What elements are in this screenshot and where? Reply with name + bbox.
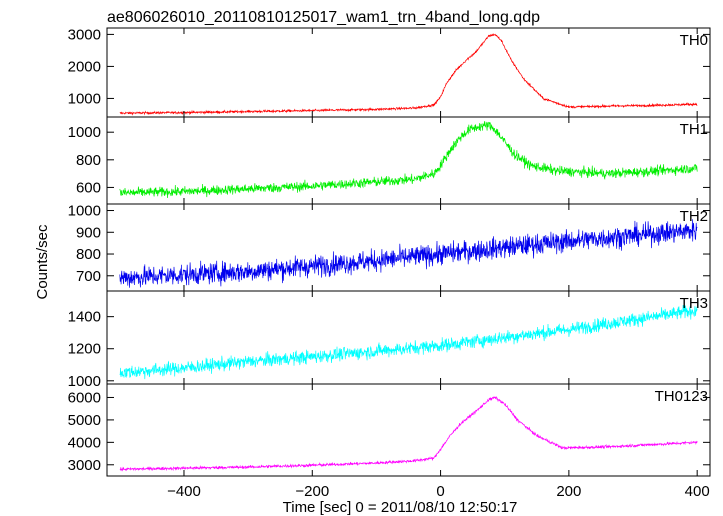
x-tick-label: 400 [685, 483, 710, 500]
y-tick-label: 1200 [68, 341, 101, 358]
x-tick-label: −200 [295, 483, 329, 500]
panel-th3: 1000 1200 1400 TH3 [68, 290, 711, 390]
y-tick-label: 1400 [68, 309, 101, 326]
series-line-th0123 [119, 396, 698, 472]
series-label-th2: TH2 [680, 208, 708, 225]
y-tick-label: 5000 [68, 412, 101, 429]
panel-th0123: 3000 4000 5000 6000 TH0123 [68, 383, 711, 477]
y-tick-label: 600 [76, 179, 101, 196]
x-tick-label: 200 [556, 483, 581, 500]
y-tick-label: 4000 [68, 434, 101, 451]
series-line-th2 [119, 219, 698, 288]
y-tick-label: 1000 [68, 203, 101, 220]
x-tick-label: 0 [436, 483, 444, 500]
y-tick-label: 3000 [68, 26, 101, 43]
y-tick-label: 1000 [68, 90, 101, 107]
y-tick-label: 1000 [68, 373, 101, 390]
x-tick-label: −400 [167, 483, 201, 500]
series-line-th3 [119, 304, 698, 380]
y-tick-label: 800 [76, 152, 101, 169]
y-tick-label: 700 [76, 268, 101, 285]
series-line-th0 [119, 33, 698, 116]
panel-frame [106, 290, 711, 385]
x-axis-label: Time [sec] 0 = 2011/08/10 12:50:17 [283, 499, 518, 516]
panel-th0: 1000 2000 3000 TH0 [68, 26, 711, 118]
panel-frame [106, 27, 711, 118]
panel-frame [106, 383, 711, 477]
series-label-th3: TH3 [680, 295, 708, 312]
y-tick-label: 1000 [68, 124, 101, 141]
y-tick-label: 3000 [68, 457, 101, 474]
panel-th1: 600 800 1000 TH1 [68, 116, 711, 205]
series-line-th1 [119, 121, 698, 199]
chart-title: ae806026010_20110810125017_wam1_trn_4ban… [107, 9, 540, 26]
y-axis-label: Counts/sec [34, 224, 51, 300]
series-label-th0123: TH0123 [655, 388, 708, 405]
y-tick-label: 900 [76, 224, 101, 241]
y-tick-label: 6000 [68, 389, 101, 406]
series-label-th0: TH0 [680, 32, 708, 49]
y-tick-label: 2000 [68, 58, 101, 75]
panel-th2: 700 800 900 1000 TH2 [68, 203, 711, 292]
series-label-th1: TH1 [680, 121, 708, 138]
y-tick-label: 800 [76, 246, 101, 263]
